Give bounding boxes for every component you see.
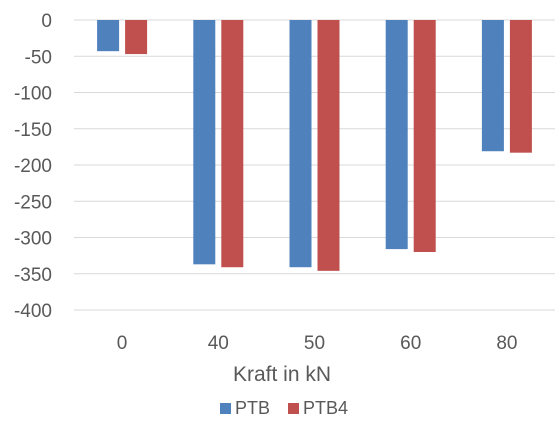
legend-label-ptb4: PTB4	[303, 398, 348, 418]
bar-ptb-60	[385, 20, 408, 250]
bar-ptb-0	[97, 20, 120, 52]
y-tick-label: -400	[14, 301, 52, 322]
y-axis-ticks: 0 -50 -100 -150 -200 -250 -300 -350 -400	[14, 11, 52, 322]
y-tick-label: -200	[14, 156, 52, 177]
x-axis-title: Kraft in kN	[233, 363, 331, 386]
x-tick-label: 80	[496, 333, 517, 354]
gridlines	[74, 19, 555, 311]
x-tick-label: 50	[304, 333, 325, 354]
x-tick-label: 40	[208, 333, 229, 354]
bar-ptb4-60	[413, 20, 436, 252]
y-tick-label: -350	[14, 265, 52, 286]
bar-ptb4-80	[509, 20, 532, 153]
legend-swatch-ptb4	[288, 403, 299, 414]
bars	[97, 20, 532, 271]
x-tick-label: 0	[117, 333, 128, 354]
y-tick-label: -300	[14, 229, 52, 250]
y-tick-label: -100	[14, 84, 52, 105]
y-tick-label: 0	[41, 11, 52, 32]
y-tick-label: -50	[25, 47, 52, 68]
bar-ptb4-0	[125, 20, 148, 55]
legend: PTB PTB4	[220, 398, 348, 418]
bar-ptb4-40	[221, 20, 244, 268]
bar-ptb-80	[481, 20, 504, 152]
y-tick-label: -250	[14, 192, 52, 213]
x-axis-ticks: 0 40 50 60 80	[117, 333, 518, 354]
legend-swatch-ptb	[220, 403, 231, 414]
y-tick-label: -150	[14, 120, 52, 141]
bar-ptb-40	[193, 20, 216, 265]
x-tick-label: 60	[400, 333, 421, 354]
legend-label-ptb: PTB	[235, 398, 270, 418]
bar-ptb4-50	[317, 20, 340, 271]
bar-ptb-50	[289, 20, 312, 268]
